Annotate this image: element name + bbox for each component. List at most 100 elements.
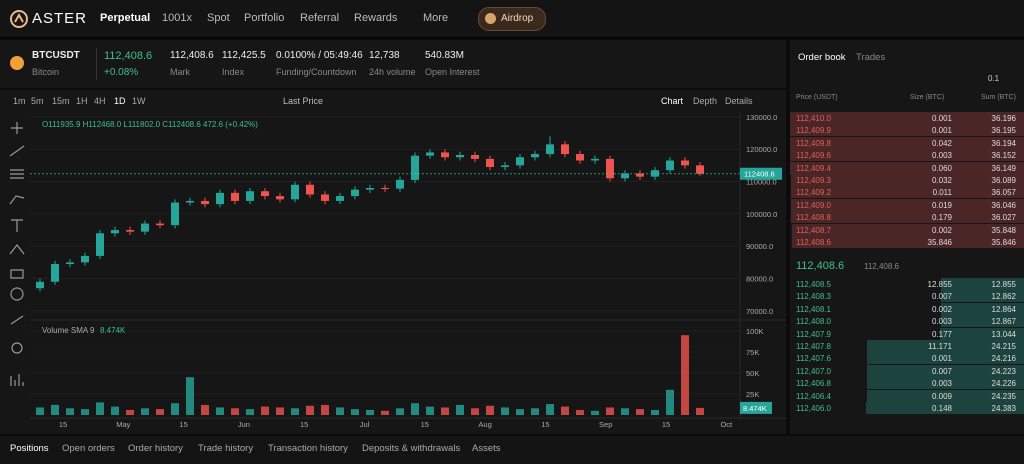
candle-body — [186, 200, 194, 203]
orderbook-tab[interactable]: Trades — [856, 52, 886, 63]
volume-bar — [426, 406, 434, 415]
nav-item[interactable]: Rewards — [354, 12, 398, 24]
volume-bar — [201, 404, 209, 415]
bottom-tab[interactable]: Transaction history — [268, 443, 348, 454]
airdrop-button[interactable]: Airdrop — [478, 7, 546, 31]
bottom-tab[interactable]: Order history — [128, 443, 183, 454]
tool-pattern[interactable] — [9, 244, 25, 255]
price: 112,407.8 — [796, 342, 831, 351]
size: 0.011 — [932, 188, 952, 198]
size: 11.171 — [928, 342, 952, 351]
volume-bar — [381, 410, 389, 415]
bottom-tab[interactable]: Open orders — [62, 443, 115, 454]
price: 112,406.4 — [796, 391, 831, 401]
price: 112,409.2 — [796, 188, 831, 198]
tool-fib[interactable] — [10, 169, 24, 179]
precision-select[interactable]: 0.1 — [988, 74, 1000, 83]
interval[interactable]: 5m — [31, 96, 44, 106]
candle-body — [201, 200, 209, 205]
size: 0.007 — [931, 292, 952, 302]
tool-brush[interactable] — [9, 195, 25, 205]
nav-item[interactable]: More — [423, 12, 449, 24]
view-tab[interactable]: Depth — [693, 96, 718, 106]
ask-row: 112,409.2 0.011 36.057 — [790, 186, 1024, 199]
sum: 36.027 — [991, 213, 1016, 223]
nav-item[interactable]: Portfolio — [244, 12, 285, 24]
size: 0.148 — [931, 404, 952, 413]
price-chart: O111935.9 H112468.0 L111802.0 C112408.6 … — [30, 112, 786, 429]
candle-body — [456, 155, 464, 158]
depth-bar — [940, 278, 1024, 290]
interval[interactable]: 1m — [13, 96, 26, 106]
interval[interactable]: 1W — [132, 96, 146, 106]
price: 112,409.0 — [796, 200, 831, 210]
candle-body — [531, 154, 539, 158]
volume-bar — [396, 408, 404, 415]
volume-bar — [36, 407, 44, 415]
sum: 24.235 — [991, 391, 1016, 401]
x-tick-label: May — [116, 420, 130, 429]
sum: 36.194 — [991, 138, 1016, 148]
ask-row: 112,408.8 0.179 36.027 — [790, 211, 1024, 224]
view-tab[interactable]: Details — [725, 96, 753, 106]
price: 112,410.0 — [796, 114, 831, 123]
volume-bar — [141, 408, 149, 415]
candle-body — [66, 262, 74, 264]
volume-bar — [516, 409, 524, 415]
interval[interactable]: 4H — [94, 96, 106, 106]
divider — [96, 48, 97, 80]
tool-crosshair[interactable] — [11, 122, 23, 134]
tool-measure[interactable] — [10, 269, 24, 279]
logo-text: ASTER — [32, 10, 88, 27]
volume-bar — [696, 407, 704, 415]
candle-body — [171, 202, 179, 226]
mid-price: 112,408.6 — [796, 260, 845, 272]
stat-label: Index — [222, 67, 245, 77]
nav-item[interactable]: Spot — [207, 12, 230, 24]
size: 35.846 — [927, 238, 952, 247]
bottom-tab[interactable]: Positions — [10, 443, 49, 454]
candle-body — [471, 155, 479, 159]
view-tab[interactable]: Chart — [661, 96, 684, 106]
bottom-tab[interactable]: Deposits & withdrawals — [362, 443, 461, 454]
price-change: +0.08% — [104, 67, 139, 78]
nav-item[interactable]: Perpetual — [100, 12, 151, 24]
x-tick-label: 15 — [300, 420, 308, 429]
interval[interactable]: 1H — [76, 96, 88, 106]
tool-text[interactable] — [11, 219, 23, 232]
chart-panel: 1m 5m 15m 1H 4H 1D 1W Last Price Chart Depth Det… — [0, 90, 786, 434]
tool-line[interactable] — [9, 145, 25, 157]
nav-item[interactable]: Referral — [300, 12, 340, 24]
volume-bar — [666, 389, 674, 415]
sum: 12.862 — [991, 292, 1016, 302]
volume-title: Volume SMA 9 — [42, 326, 95, 335]
price-type[interactable]: Last Price — [283, 96, 324, 106]
ask-row: 112,408.7 0.002 35.848 — [790, 223, 1024, 236]
candle-body — [336, 196, 344, 201]
candle-body — [276, 196, 284, 200]
volume-bar — [606, 407, 614, 415]
top-nav: ASTER Perpetual 1001x Spot Portfolio Referra… — [0, 0, 1024, 38]
tool-zoom[interactable] — [10, 287, 24, 301]
stat-value: 112,408.6 — [170, 50, 214, 61]
size: 0.060 — [931, 163, 952, 173]
interval[interactable]: 1D — [114, 96, 126, 106]
bottom-tab[interactable]: Assets — [472, 443, 501, 454]
interval[interactable]: 15m — [52, 96, 70, 106]
ticker-bar: BTCUSDT Bitcoin 112,408.6 +0.08% 112,408… — [0, 40, 786, 88]
ask-row: 112,409.0 0.019 36.046 — [790, 198, 1024, 211]
nav-item[interactable]: 1001x — [162, 12, 192, 24]
volume-bar — [336, 407, 344, 415]
candle-body — [231, 192, 239, 201]
tool-indicators[interactable] — [10, 374, 24, 386]
candle-body — [351, 189, 359, 197]
bottom-tab[interactable]: Trade history — [198, 443, 254, 454]
symbol[interactable]: BTCUSDT — [32, 50, 80, 61]
candle-body — [441, 152, 449, 158]
depth-bar — [867, 364, 1024, 377]
price: 112,408.0 — [796, 317, 831, 327]
tool-magnet[interactable] — [11, 342, 23, 354]
last-price: 112,408.6 — [104, 50, 153, 62]
orderbook-tab[interactable]: Order book — [798, 52, 846, 63]
tool-ruler[interactable] — [10, 315, 24, 325]
